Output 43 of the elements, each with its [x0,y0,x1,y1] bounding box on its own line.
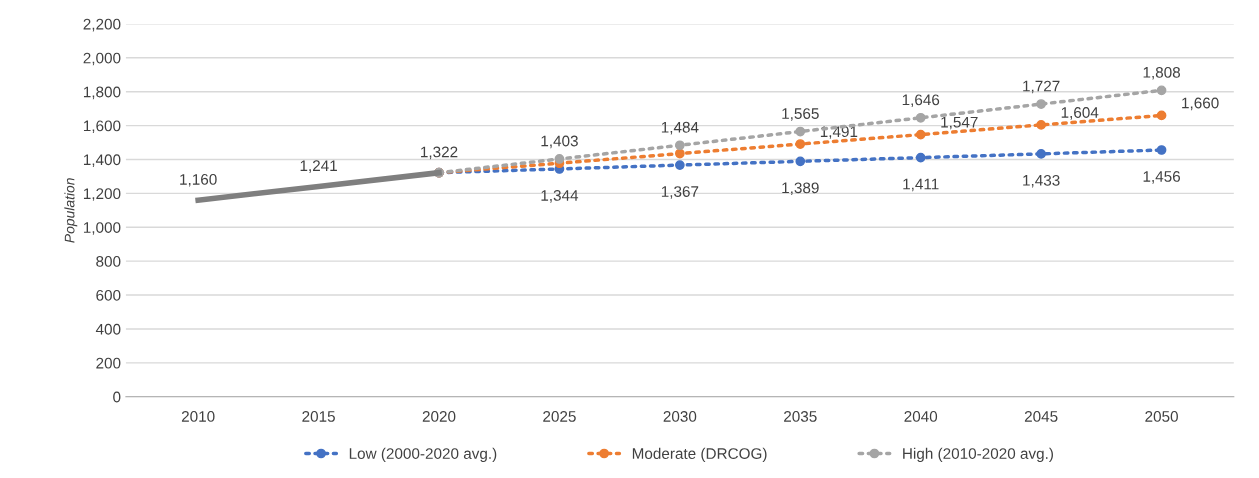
data-label: 1,646 [902,94,940,108]
x-tick-label: 2045 [1024,411,1058,422]
data-label: 1,160 [180,173,217,187]
y-tick-label: 1,600 [83,120,121,134]
data-label: 1,565 [782,108,819,121]
y-axis-title: Population [64,178,78,243]
y-tick-label: 400 [95,323,121,335]
x-tick-label: 2025 [543,411,576,422]
y-tick-label: 1,400 [83,154,121,167]
data-label: 1,484 [661,121,699,135]
x-tick-label: 2015 [302,411,335,422]
y-tick-label: 200 [96,357,121,369]
data-label: 1,389 [782,182,819,196]
data-label: 1,433 [1023,174,1060,188]
x-tick-label: 2050 [1145,411,1178,422]
legend-label: High (2010-2020 avg.) [903,447,1053,463]
data-label: 1,403 [541,135,578,149]
data-label: 1,367 [661,186,699,199]
y-tick-label: 0 [113,391,121,403]
data-label: 1,411 [903,178,939,192]
y-tick-label: 1,000 [83,222,121,235]
y-tick-label: 600 [96,289,121,301]
y-tick-label: 1,200 [83,188,121,201]
y-tick-label: 2,200 [83,18,121,32]
x-tick-label: 2030 [663,411,697,422]
x-tick-label: 2035 [784,411,817,422]
data-label: 1,241 [300,160,337,173]
legend-label: Low (2000-2020 avg.) [349,447,497,463]
x-tick-label: 2040 [904,411,938,422]
legend-label: Moderate (DRCOG) [632,447,767,463]
y-tick-label: 800 [96,256,121,267]
data-label: 1,604 [1061,107,1099,120]
x-tick-label: 2010 [181,411,215,422]
data-label: 1,322 [421,146,458,160]
data-label: 1,808 [1143,66,1181,80]
data-label: 1,727 [1023,80,1060,94]
y-tick-label: 1,800 [83,86,121,100]
y-tick-label: 2,000 [83,52,121,66]
data-label: 1,344 [541,190,579,203]
data-label: 1,456 [1143,171,1181,184]
x-tick-label: 2020 [422,411,456,422]
data-label: 1,547 [941,116,978,130]
data-label: 1,660 [1182,97,1219,111]
